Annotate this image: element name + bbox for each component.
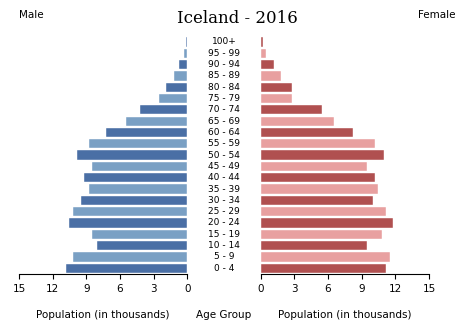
Bar <box>92 162 187 171</box>
Text: 100+: 100+ <box>211 38 237 47</box>
Bar <box>89 139 187 148</box>
Bar <box>261 139 375 148</box>
Text: Population (in thousands): Population (in thousands) <box>278 310 411 320</box>
Bar <box>73 252 187 262</box>
Text: 5 - 9: 5 - 9 <box>214 252 234 261</box>
Bar <box>261 230 382 239</box>
Text: 50 - 54: 50 - 54 <box>208 150 240 160</box>
Text: 85 - 89: 85 - 89 <box>208 71 240 81</box>
Bar <box>261 105 322 115</box>
Text: 65 - 69: 65 - 69 <box>208 117 240 126</box>
Bar <box>261 241 367 250</box>
Bar <box>261 150 384 160</box>
Text: 45 - 49: 45 - 49 <box>208 162 240 171</box>
Text: Female: Female <box>418 10 455 20</box>
Bar <box>261 218 393 228</box>
Text: Iceland - 2016: Iceland - 2016 <box>177 10 297 27</box>
Text: 0 - 4: 0 - 4 <box>214 264 234 273</box>
Bar <box>73 207 187 216</box>
Text: 55 - 59: 55 - 59 <box>208 139 240 148</box>
Text: 40 - 44: 40 - 44 <box>208 173 240 182</box>
Bar <box>84 173 187 182</box>
Text: 70 - 74: 70 - 74 <box>208 105 240 114</box>
Text: 10 - 14: 10 - 14 <box>208 241 240 250</box>
Bar <box>261 128 353 137</box>
Bar <box>179 60 187 69</box>
Text: 35 - 39: 35 - 39 <box>208 184 240 193</box>
Text: 95 - 99: 95 - 99 <box>208 49 240 58</box>
Bar <box>98 241 187 250</box>
Bar <box>261 173 375 182</box>
Bar <box>261 60 274 69</box>
Bar <box>92 230 187 239</box>
Bar <box>81 196 187 205</box>
Bar <box>159 94 187 103</box>
Text: 90 - 94: 90 - 94 <box>208 60 240 69</box>
Bar <box>186 37 187 47</box>
Text: 80 - 84: 80 - 84 <box>208 83 240 92</box>
Text: 75 - 79: 75 - 79 <box>208 94 240 103</box>
Bar <box>166 82 187 92</box>
Bar <box>261 37 263 47</box>
Bar <box>77 150 187 160</box>
Bar <box>261 264 386 273</box>
Bar <box>261 116 334 126</box>
Bar <box>261 49 266 58</box>
Text: Male: Male <box>19 10 44 20</box>
Bar <box>184 49 187 58</box>
Text: 60 - 64: 60 - 64 <box>208 128 240 137</box>
Bar <box>174 71 187 81</box>
Bar <box>140 105 187 115</box>
Bar <box>69 218 187 228</box>
Text: 30 - 34: 30 - 34 <box>208 196 240 205</box>
Bar <box>261 162 367 171</box>
Bar <box>261 207 386 216</box>
Bar <box>89 184 187 194</box>
Text: Population (in thousands): Population (in thousands) <box>36 310 170 320</box>
Bar <box>261 71 281 81</box>
Bar <box>126 116 187 126</box>
Bar <box>261 184 378 194</box>
Bar <box>66 264 187 273</box>
Bar <box>261 252 390 262</box>
Text: 25 - 29: 25 - 29 <box>208 207 240 216</box>
Text: 20 - 24: 20 - 24 <box>208 218 240 227</box>
Bar <box>107 128 187 137</box>
Bar <box>261 82 292 92</box>
Text: 15 - 19: 15 - 19 <box>208 230 240 239</box>
Text: Age Group: Age Group <box>196 310 252 320</box>
Bar <box>261 94 292 103</box>
Bar <box>261 196 373 205</box>
